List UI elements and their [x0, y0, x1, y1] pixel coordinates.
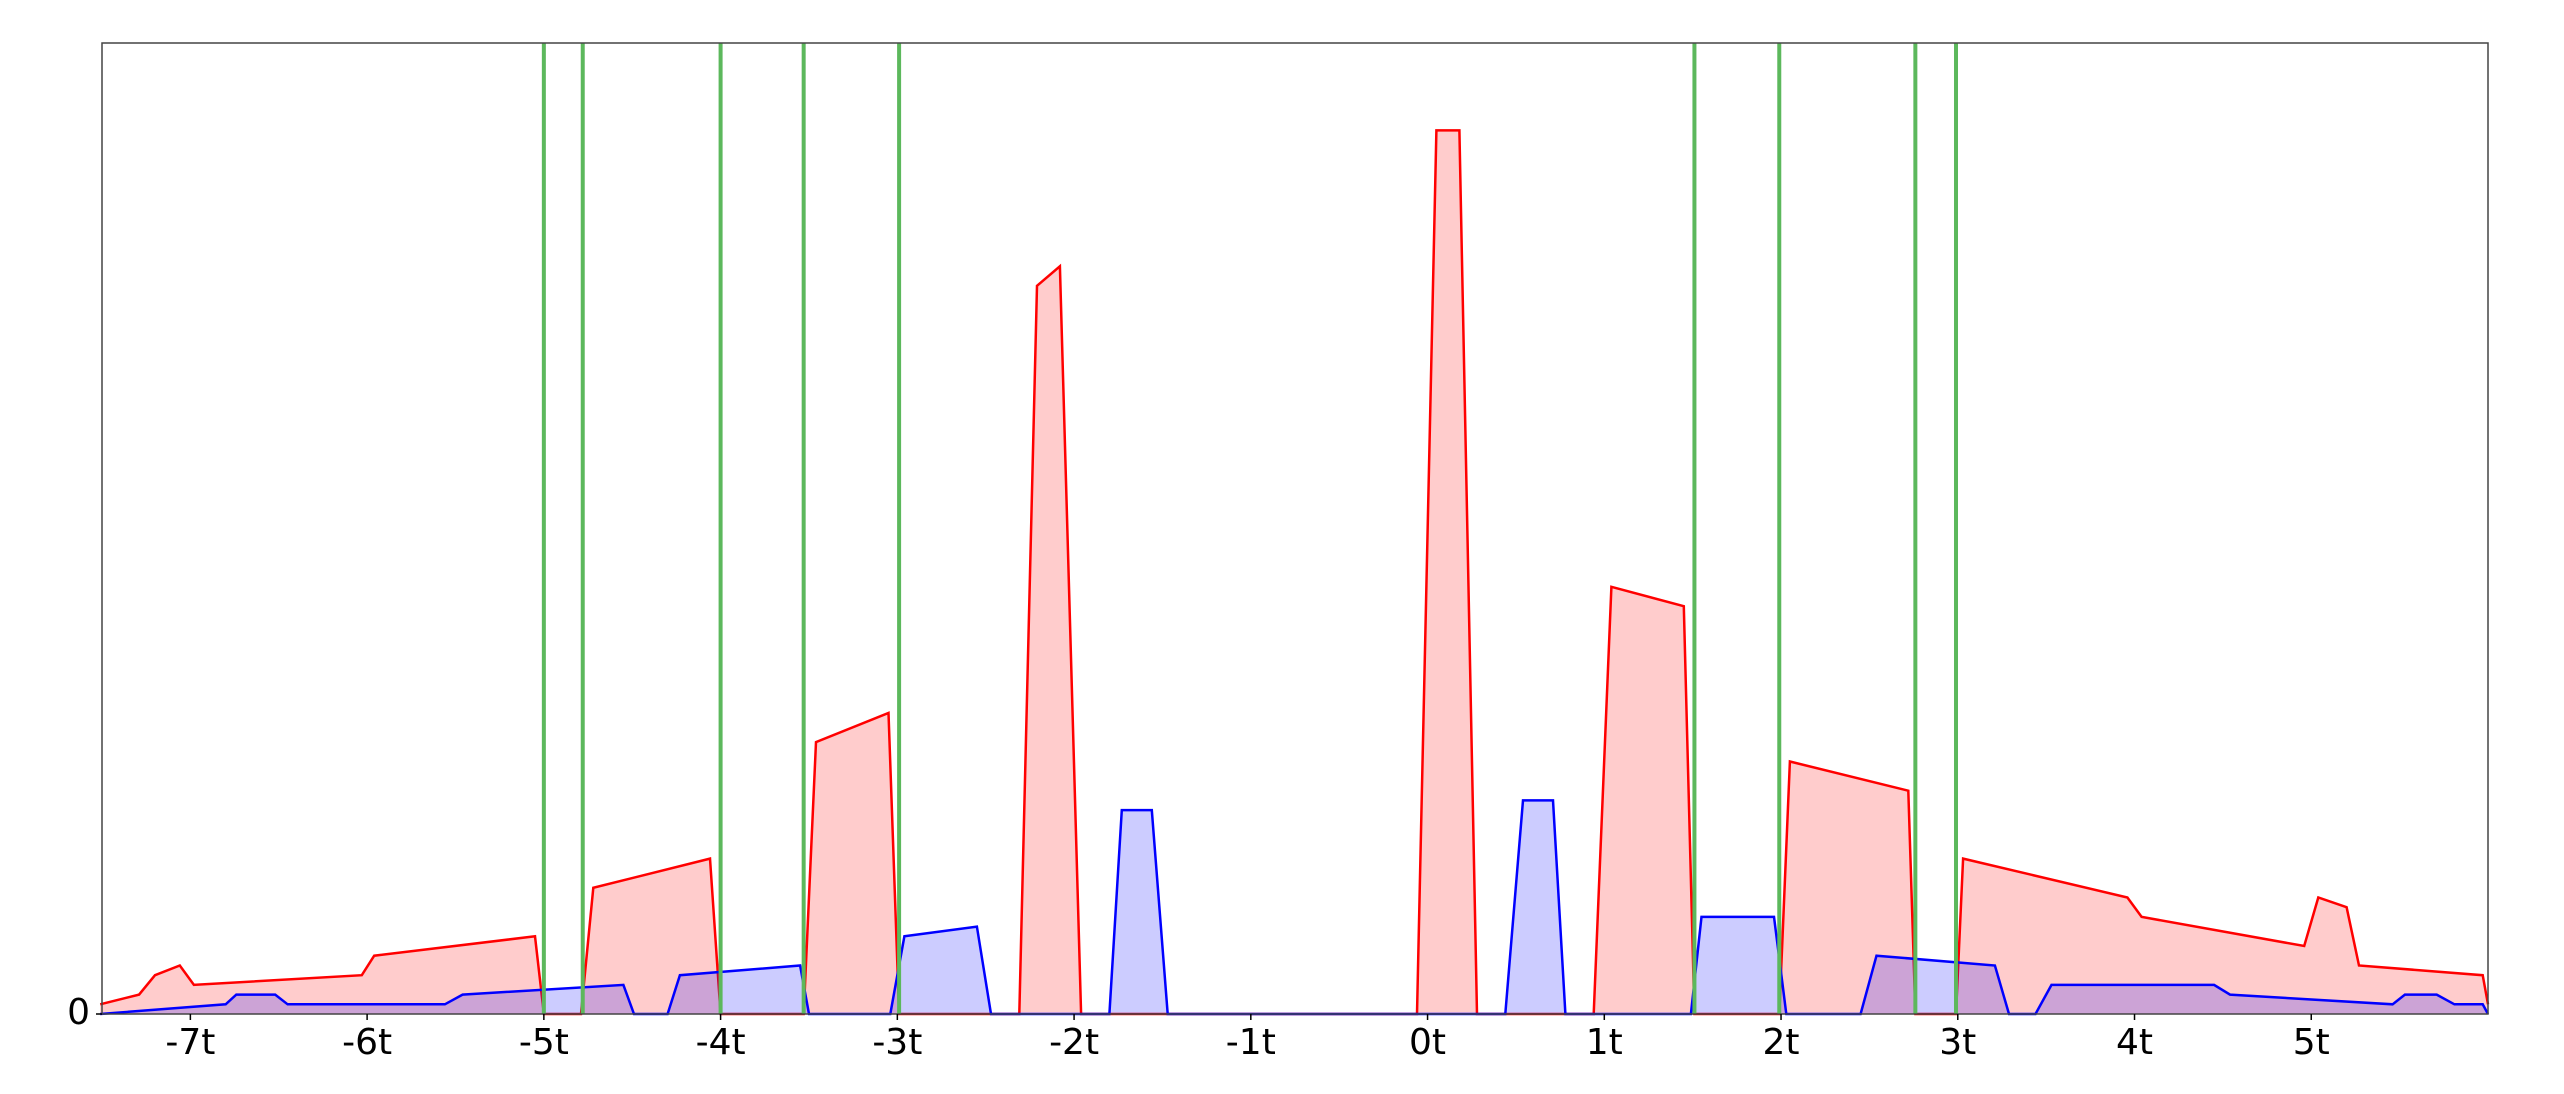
x-tick-label: -2t [1049, 1022, 1099, 1063]
x-tick-label: -4t [696, 1022, 746, 1063]
y-tick-label: 0 [67, 992, 90, 1033]
x-tick-label: 4t [2116, 1022, 2153, 1063]
x-tick-label: -3t [872, 1022, 922, 1063]
line [99, 129, 2490, 1016]
x-tick-label: 1t [1586, 1022, 1623, 1063]
area [100, 130, 2489, 1014]
x-tick-label: 2t [1763, 1022, 1800, 1063]
x-tick-label: -6t [342, 1022, 392, 1063]
x-tick-label: 3t [1939, 1022, 1976, 1063]
area [100, 800, 2489, 1014]
plot-frame [101, 42, 2489, 1015]
x-tick-label: 0t [1409, 1022, 1446, 1063]
x-tick-label: -5t [519, 1022, 569, 1063]
x-tick-label: -1t [1226, 1022, 1276, 1063]
x-tick-label: 5t [2293, 1022, 2330, 1063]
x-tick-label: -7t [165, 1022, 215, 1063]
